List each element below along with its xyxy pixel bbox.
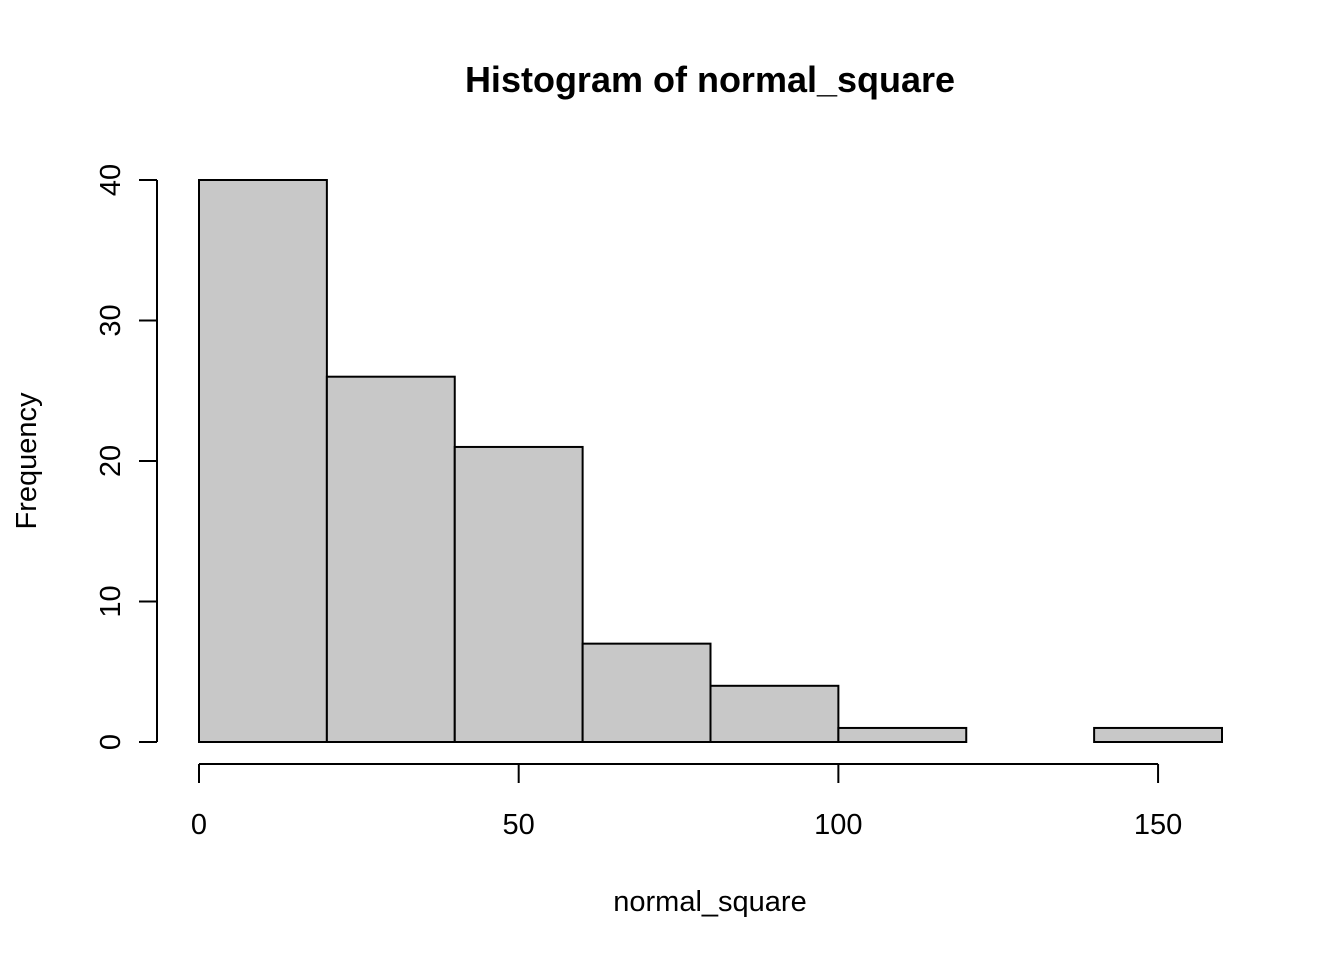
histogram-bar-80-100 [709,684,840,743]
x-tick-label: 100 [814,809,862,841]
bars-group [198,179,1223,744]
y-tick-label: 10 [95,585,127,617]
y-tick-label: 0 [95,734,127,750]
y-tick-label: 30 [95,304,127,336]
histogram-bar-20-40 [325,375,456,743]
histogram-bar-100-120 [837,726,968,744]
x-tick-label: 50 [503,809,535,841]
x-axis: 0 50 100 150 [191,763,1182,841]
chart-title: Histogram of normal_square [465,59,955,100]
histogram-bar-0-20 [198,179,328,743]
y-axis-label: Frequency [11,392,43,530]
x-tick-label: 0 [191,809,207,841]
y-axis: 0 10 20 30 40 [95,164,158,750]
histogram-bar-40-60 [453,445,584,743]
x-axis-label: normal_square [613,886,806,918]
y-tick-label: 20 [95,445,127,477]
histogram-bar-140-160 [1093,726,1223,744]
histogram-bar-60-80 [581,642,712,744]
x-tick-label: 150 [1134,809,1182,841]
y-tick-label: 40 [95,164,127,196]
